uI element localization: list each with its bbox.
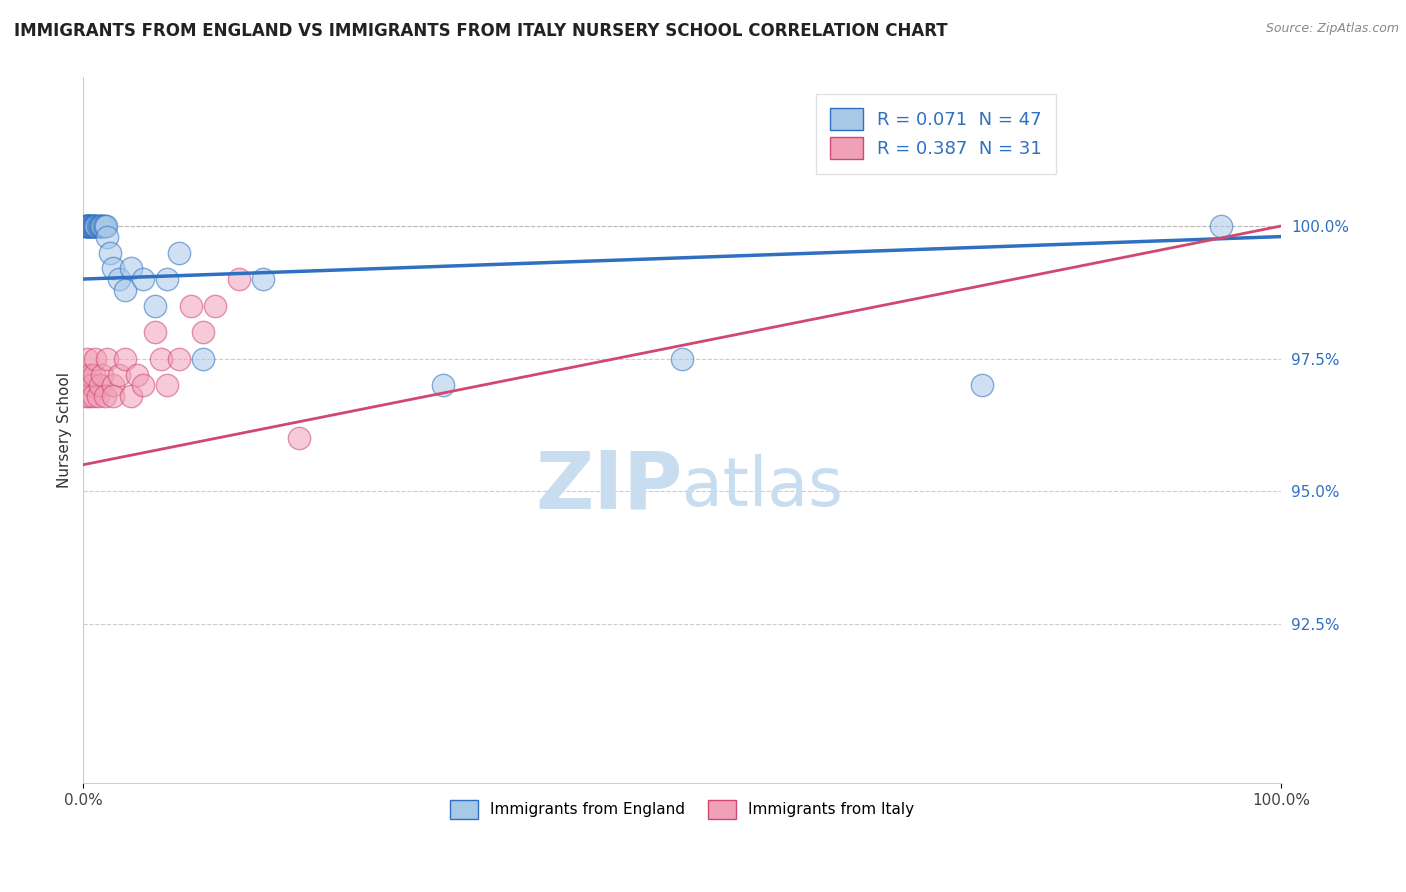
Point [87, 219, 110, 233]
Point [91, 219, 114, 233]
Point [73, 368, 96, 382]
Point [91, 368, 114, 382]
Point [191, 351, 214, 366]
Y-axis label: Nursery School: Nursery School [58, 372, 72, 488]
Point [76, 219, 98, 233]
Point [252, 272, 274, 286]
Point [83, 219, 105, 233]
Point [84, 219, 107, 233]
Point [103, 389, 125, 403]
Point [73, 219, 96, 233]
Point [89, 378, 111, 392]
Point [167, 351, 190, 366]
Point [77, 219, 100, 233]
Text: Source: ZipAtlas.com: Source: ZipAtlas.com [1265, 22, 1399, 36]
Point [76, 219, 98, 233]
Point [1211, 219, 1233, 233]
Point [94, 219, 117, 233]
Point [114, 351, 136, 366]
Point [94, 219, 117, 233]
Point [96, 229, 118, 244]
Point [167, 245, 190, 260]
Point [80, 219, 103, 233]
Point [86, 389, 108, 403]
Point [432, 378, 454, 392]
Point [191, 325, 214, 339]
Point [84, 219, 107, 233]
Point [86, 219, 108, 233]
Point [75, 389, 97, 403]
Point [132, 272, 155, 286]
Point [82, 219, 104, 233]
Point [89, 219, 111, 233]
Point [127, 368, 149, 382]
Point [90, 219, 112, 233]
Legend: Immigrants from England, Immigrants from Italy: Immigrants from England, Immigrants from… [444, 794, 920, 825]
Point [156, 378, 179, 392]
Point [83, 219, 105, 233]
Point [132, 378, 155, 392]
Point [79, 219, 101, 233]
Point [83, 368, 105, 382]
Point [77, 219, 100, 233]
Point [970, 378, 993, 392]
Point [79, 219, 101, 233]
Point [180, 299, 202, 313]
Point [204, 299, 226, 313]
Point [77, 378, 100, 392]
Point [84, 351, 107, 366]
Point [96, 351, 118, 366]
Point [108, 368, 131, 382]
Point [103, 378, 125, 392]
Point [82, 389, 104, 403]
Point [156, 272, 179, 286]
Point [150, 351, 173, 366]
Text: IMMIGRANTS FROM ENGLAND VS IMMIGRANTS FROM ITALY NURSERY SCHOOL CORRELATION CHAR: IMMIGRANTS FROM ENGLAND VS IMMIGRANTS FR… [14, 22, 948, 40]
Point [108, 272, 131, 286]
Point [76, 219, 98, 233]
Point [80, 219, 103, 233]
Point [114, 283, 136, 297]
Point [120, 261, 142, 276]
Text: ZIP: ZIP [534, 448, 682, 525]
Point [77, 219, 100, 233]
Point [671, 351, 693, 366]
Point [77, 219, 100, 233]
Point [80, 378, 103, 392]
Point [86, 219, 108, 233]
Point [94, 389, 117, 403]
Point [120, 389, 142, 403]
Text: atlas: atlas [682, 454, 844, 520]
Point [75, 219, 97, 233]
Point [79, 368, 101, 382]
Point [228, 272, 250, 286]
Point [288, 431, 311, 445]
Point [77, 219, 100, 233]
Point [143, 299, 166, 313]
Point [103, 261, 125, 276]
Point [143, 325, 166, 339]
Point [90, 219, 112, 233]
Point [77, 389, 100, 403]
Point [82, 219, 104, 233]
Point [75, 219, 97, 233]
Point [93, 219, 115, 233]
Point [76, 351, 98, 366]
Point [98, 245, 121, 260]
